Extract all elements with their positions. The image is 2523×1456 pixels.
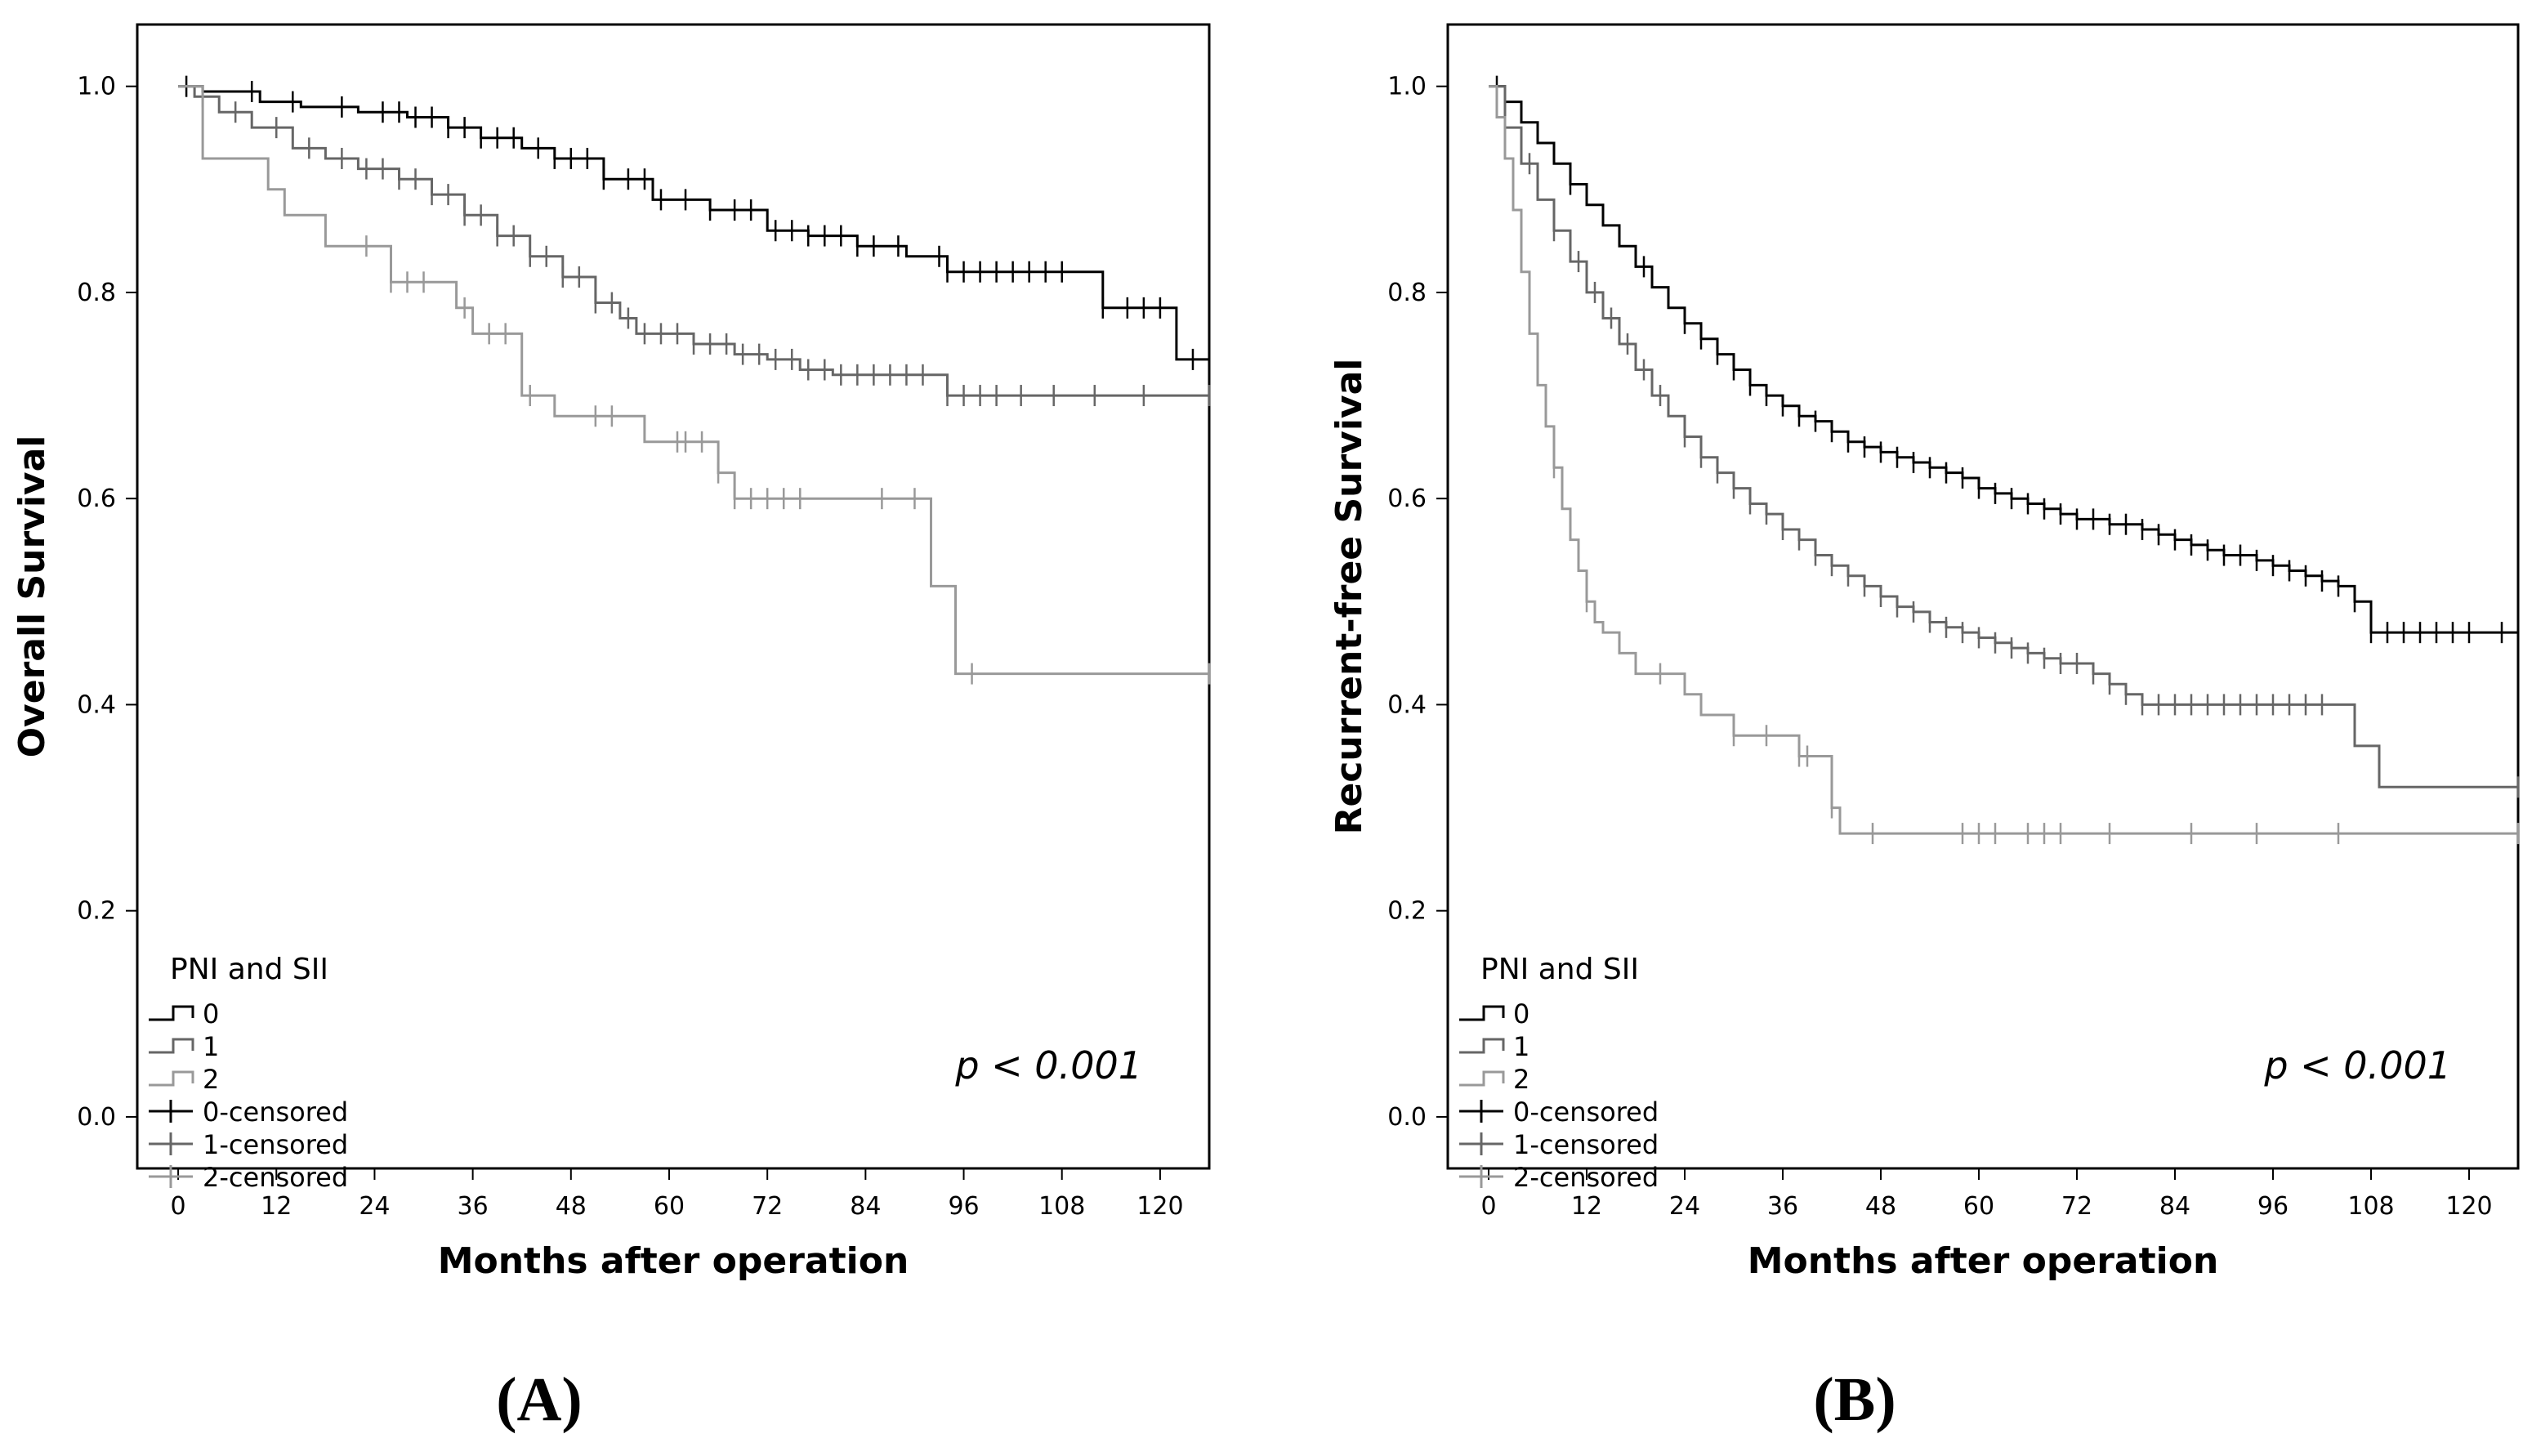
panel-label: (B) <box>1813 1365 1896 1434</box>
x-tick-label: 36 <box>458 1192 489 1221</box>
x-tick-label: 48 <box>556 1192 587 1221</box>
panel-label: (A) <box>496 1365 583 1434</box>
x-tick-label: 60 <box>1963 1192 1994 1221</box>
legend-swatch-2 <box>1459 1070 1505 1087</box>
x-axis-title: Months after operation <box>1748 1240 2219 1282</box>
series-2-survival-curve <box>1489 85 2518 835</box>
legend-label: 0 <box>203 998 219 1029</box>
y-tick-label: 1.0 <box>77 73 116 101</box>
x-tick-label: 84 <box>850 1192 881 1221</box>
legend-swatch-0 <box>149 1005 194 1021</box>
y-tick-label: 0.6 <box>1387 485 1427 513</box>
legend-swatch-0 <box>1459 1005 1505 1021</box>
x-tick-label: 72 <box>2061 1192 2092 1221</box>
x-tick-label: 24 <box>359 1192 390 1221</box>
legend-label: 0-censored <box>1513 1096 1659 1128</box>
x-tick-label: 72 <box>752 1192 783 1221</box>
y-tick-label: 0.4 <box>1387 690 1427 719</box>
x-tick-label: 0 <box>171 1192 186 1221</box>
x-tick-label: 84 <box>2159 1192 2190 1221</box>
x-tick-label: 36 <box>1767 1192 1798 1221</box>
x-tick-label: 12 <box>261 1192 292 1221</box>
x-tick-label: 96 <box>2257 1192 2289 1221</box>
legend-label: 1 <box>1513 1031 1529 1062</box>
y-tick-label: 0.2 <box>77 897 116 926</box>
p-value-annotation: p < 0.001 <box>2263 1043 2451 1088</box>
plot-frame <box>136 23 1211 1170</box>
legend-title: PNI and SII <box>170 953 328 986</box>
x-tick-label: 96 <box>948 1192 979 1221</box>
series-0-survival-curve <box>178 85 1209 361</box>
y-tick-label: 0.8 <box>77 279 116 307</box>
legend-label: 1-censored <box>1513 1129 1659 1160</box>
legend-title: PNI and SII <box>1480 953 1639 986</box>
legend-swatch-1 <box>1459 1038 1505 1054</box>
y-axis-title: Overall Survival <box>11 435 53 758</box>
series-2-survival-curve <box>178 85 1209 676</box>
legend-label: 2 <box>1513 1064 1529 1095</box>
series-1-survival-curve <box>1489 85 2518 788</box>
x-tick-label: 120 <box>1136 1192 1183 1221</box>
x-tick-label: 120 <box>2445 1192 2492 1221</box>
legend-label: 2-censored <box>1513 1162 1659 1193</box>
y-tick-label: 0.2 <box>1387 897 1427 926</box>
legend-label: 1 <box>203 1031 219 1062</box>
y-tick-label: 0.8 <box>1387 279 1427 307</box>
x-tick-label: 0 <box>1480 1192 1496 1221</box>
x-tick-label: 48 <box>1865 1192 1896 1221</box>
y-tick-label: 1.0 <box>1387 73 1427 101</box>
y-tick-label: 0.0 <box>77 1103 116 1132</box>
y-tick-label: 0.0 <box>1387 1103 1427 1132</box>
y-axis-title: Recurrent-free Survival <box>1328 359 1370 835</box>
plot-frame <box>1446 23 2520 1170</box>
x-tick-label: 12 <box>1571 1192 1602 1221</box>
y-tick-label: 0.6 <box>77 485 116 513</box>
legend-label: 2-censored <box>203 1162 348 1193</box>
legend-label: 0 <box>1513 998 1529 1029</box>
legend-swatch-1 <box>149 1038 194 1054</box>
legend-label: 1-censored <box>203 1129 348 1160</box>
x-tick-label: 24 <box>1669 1192 1700 1221</box>
x-tick-label: 108 <box>2347 1192 2394 1221</box>
x-tick-label: 108 <box>1038 1192 1085 1221</box>
legend-label: 2 <box>203 1064 219 1095</box>
x-tick-label: 60 <box>654 1192 685 1221</box>
panel-a: 0 12 24 36 48 60 72 84 96 108 1200.00.20.40.60.81.… <box>11 23 1211 1434</box>
y-tick-label: 0.4 <box>77 690 116 719</box>
p-value-annotation: p < 0.001 <box>954 1043 1142 1088</box>
panel-b: 0 12 24 36 48 60 72 84 96 108 1200.00.20.40.60.81.… <box>1328 23 2520 1434</box>
legend-label: 0-censored <box>203 1096 348 1128</box>
x-axis-title: Months after operation <box>438 1240 909 1282</box>
legend-swatch-2 <box>149 1070 194 1087</box>
